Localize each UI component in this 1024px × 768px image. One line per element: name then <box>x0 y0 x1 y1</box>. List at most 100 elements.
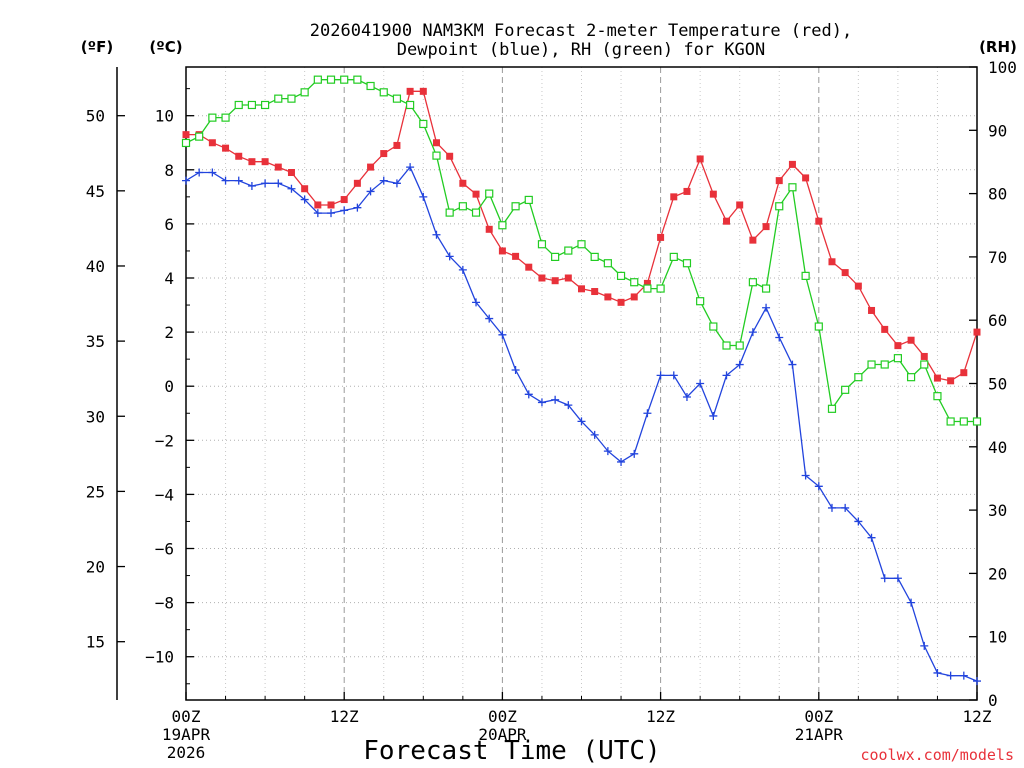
temperature-point <box>459 179 467 187</box>
rh-point <box>867 360 876 369</box>
dewpoint-point <box>735 360 744 369</box>
dewpoint-point <box>537 398 546 407</box>
rh-point <box>946 417 955 426</box>
temperature-point <box>248 158 256 166</box>
temperature-point <box>261 158 269 166</box>
dewpoint-point <box>392 179 401 188</box>
temperature-point <box>353 179 361 187</box>
dewpoint-point <box>933 668 942 677</box>
rh-point <box>761 284 771 293</box>
dewpoint-point <box>406 163 415 172</box>
rh-point <box>616 271 626 280</box>
rh-tick-label: 80 <box>988 185 1007 204</box>
dewpoint-point <box>234 176 243 185</box>
dewpoint-point <box>524 390 533 399</box>
rh-tick-label: 20 <box>988 564 1007 583</box>
rh-point <box>722 341 731 350</box>
dewpoint-point <box>221 176 230 185</box>
rh-point <box>814 322 823 331</box>
dewpoint-point <box>458 265 467 274</box>
temperature-point <box>868 306 876 314</box>
temperature-point <box>933 374 941 382</box>
celsius-tick-label: 2 <box>164 323 174 342</box>
dewpoint-point <box>748 328 757 337</box>
temperature-point <box>696 155 704 163</box>
series-rh <box>181 75 982 426</box>
rh-tick-label: 30 <box>988 501 1007 520</box>
temperature-point <box>828 258 836 266</box>
axes: 1086420−2−4−6−8−105045403530252015100908… <box>86 58 1017 762</box>
dewpoint-point <box>814 482 823 491</box>
temperature-point <box>578 285 585 293</box>
rh-point <box>709 322 718 331</box>
temperature-point <box>367 163 375 171</box>
temperature-point <box>525 263 533 271</box>
dewpoint-point <box>946 671 955 680</box>
dewpoint-point <box>432 230 441 239</box>
temperature-point <box>920 352 928 360</box>
fahrenheit-tick-label: 35 <box>86 332 105 351</box>
fahrenheit-tick-label: 45 <box>86 182 105 201</box>
temperature-point <box>208 139 216 147</box>
temperature-point <box>841 269 849 277</box>
fahrenheit-unit-label: (ºF) <box>81 38 113 56</box>
rh-point <box>748 278 757 287</box>
temperature-point <box>419 87 427 95</box>
title-line-2: Dewpoint (blue), RH (green) for KGON <box>397 40 765 60</box>
x-tick-label: 12Z <box>646 707 675 726</box>
temperature-point <box>432 139 440 147</box>
rh-point <box>590 252 599 261</box>
dewpoint-point <box>247 182 256 191</box>
rh-point <box>234 100 243 110</box>
rh-point <box>906 373 916 382</box>
x-tick-date-label: 19APR <box>162 725 211 744</box>
temperature-point <box>854 282 862 290</box>
x-tick-label: 12Z <box>963 707 992 726</box>
series-line-rh <box>185 79 977 423</box>
celsius-tick-label: 0 <box>164 377 174 396</box>
rh-point <box>630 278 639 287</box>
rh-tick-label: 60 <box>988 311 1007 330</box>
title: 2026041900 NAM3KM Forecast 2-meter Tempe… <box>310 21 852 60</box>
rh-point <box>551 252 560 261</box>
dewpoint-point <box>445 252 454 261</box>
rh-point <box>920 360 929 369</box>
rh-point <box>261 100 270 110</box>
rh-point <box>801 271 810 280</box>
temperature-point <box>538 274 546 282</box>
temperature-point <box>881 325 889 333</box>
rh-point <box>880 360 889 369</box>
dewpoint-point <box>709 411 718 420</box>
temperature-point <box>340 196 348 204</box>
dewpoint-point <box>682 393 691 402</box>
temperature-point <box>762 223 770 231</box>
dewpoint-point <box>880 574 889 583</box>
rh-point <box>485 189 494 198</box>
dewpoint-point <box>590 430 599 439</box>
rh-unit-label: (RH) <box>979 38 1017 56</box>
temperature-point <box>947 377 955 385</box>
rh-point <box>274 94 283 103</box>
temperature-point <box>907 336 915 344</box>
dewpoint-point <box>973 677 981 686</box>
temperature-point <box>380 150 388 158</box>
celsius-tick-label: −6 <box>155 540 174 559</box>
temperature-point <box>564 274 572 282</box>
rh-point <box>735 341 744 350</box>
celsius-tick-label: −8 <box>155 594 174 613</box>
temperature-point <box>802 174 810 182</box>
rh-point <box>366 81 375 91</box>
rh-point <box>432 151 441 160</box>
rh-tick-label: 40 <box>988 438 1007 457</box>
rh-point <box>340 75 349 84</box>
celsius-tick-label: 4 <box>164 269 174 288</box>
rh-tick-label: 90 <box>988 121 1007 140</box>
rh-tick-label: 10 <box>988 628 1007 647</box>
temperature-point <box>446 152 454 160</box>
rh-point <box>959 417 968 426</box>
dewpoint-point <box>630 449 639 458</box>
dewpoint-point <box>775 333 784 342</box>
dewpoint-point <box>287 184 296 193</box>
dewpoint-point <box>498 330 507 339</box>
